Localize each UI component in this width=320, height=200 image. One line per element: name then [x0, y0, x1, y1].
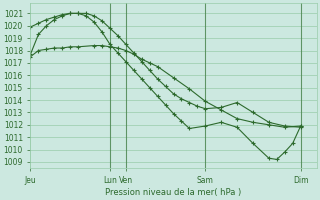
X-axis label: Pression niveau de la mer( hPa ): Pression niveau de la mer( hPa )	[105, 188, 242, 197]
